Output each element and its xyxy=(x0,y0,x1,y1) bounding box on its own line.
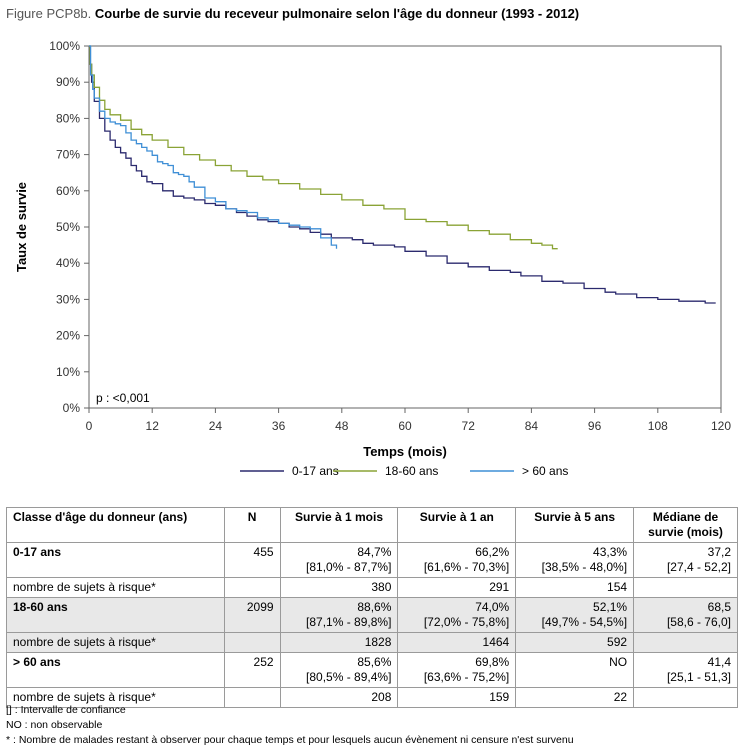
empty-cell xyxy=(633,632,738,653)
at-risk-label: nombre de sujets à risque* xyxy=(6,577,225,598)
figure-title-text: Courbe de survie du receveur pulmonaire … xyxy=(94,6,580,21)
group-label: 18-60 ans xyxy=(6,597,225,633)
col-header-median: Médiane de survie (mois) xyxy=(633,507,738,543)
group-label: > 60 ans xyxy=(6,652,225,688)
x-tick-label: 72 xyxy=(462,419,476,433)
empty-cell xyxy=(223,632,281,653)
table-row: 18-60 ans 2099 88,6% [87,1% - 89,8%] 74,0… xyxy=(6,597,738,633)
group-n: 2099 xyxy=(223,597,281,633)
col-header-survival-1m: Survie à 1 mois xyxy=(279,507,399,543)
at-risk-5y: 154 xyxy=(515,577,635,598)
y-tick-label: 50% xyxy=(56,220,80,234)
figure-title: Figure PCP8b. Courbe de survie du receve… xyxy=(6,6,579,21)
footnotes: [] : Intervalle de confiance NO : non ob… xyxy=(6,703,574,748)
survival-1y-cell: 74,0% [72,0% - 75,8%] xyxy=(397,597,517,633)
survival-5y-cell: 52,1% [49,7% - 54,5%] xyxy=(515,597,635,633)
at-risk-1m: 380 xyxy=(279,577,399,598)
x-tick-label: 120 xyxy=(711,419,731,433)
table-row-at-risk: nombre de sujets à risque* 380 291 154 xyxy=(6,577,738,598)
survival-1y-cell: 69,8% [63,6% - 75,2%] xyxy=(397,652,517,688)
median-cell: 41,4 [25,1 - 51,3] xyxy=(633,652,738,688)
footnote-at-risk: * : Nombre de malades restant à observer… xyxy=(6,734,574,746)
x-tick-label: 12 xyxy=(146,419,160,433)
survival-1m-cell: 84,7% [81,0% - 87,7%] xyxy=(279,542,399,578)
x-tick-label: 36 xyxy=(272,419,286,433)
col-header-survival-5y: Survie à 5 ans xyxy=(515,507,635,543)
y-tick-label: 10% xyxy=(56,365,80,379)
median-cell: 68,5 [58,6 - 76,0] xyxy=(633,597,738,633)
summary-table: Classe d'âge du donneur (ans) N Survie à… xyxy=(6,507,738,708)
table-row: 0-17 ans 455 84,7% [81,0% - 87,7%] 66,2%[… xyxy=(6,542,738,578)
empty-cell xyxy=(633,687,738,708)
legend-label-3: > 60 ans xyxy=(522,464,568,478)
survival-1m-cell: 85,6% [80,5% - 89,4%] xyxy=(279,652,399,688)
y-tick-label: 80% xyxy=(56,111,80,125)
x-tick-label: 24 xyxy=(209,419,223,433)
survival-chart: 0% 10% 20% 30% 40% 50% 60% 70% 80% 90% 100% 0 12 24 36… xyxy=(14,39,731,478)
series-line-2 xyxy=(89,45,558,250)
plot-frame xyxy=(88,45,722,409)
group-n: 455 xyxy=(223,542,281,578)
col-header-n: N xyxy=(223,507,281,543)
y-axis-label: Taux de survie xyxy=(14,182,29,272)
legend-label-1: 0-17 ans xyxy=(292,464,339,478)
empty-cell xyxy=(223,687,281,708)
x-axis-label: Temps (mois) xyxy=(363,444,447,459)
col-header-class: Classe d'âge du donneur (ans) xyxy=(6,507,225,543)
at-risk-1y: 159 xyxy=(397,687,517,708)
at-risk-1y: 1464 xyxy=(397,632,517,653)
col-header-survival-1y: Survie à 1 an xyxy=(397,507,517,543)
x-tick-label: 48 xyxy=(335,419,349,433)
table-header-row: Classe d'âge du donneur (ans) N Survie à… xyxy=(6,507,738,543)
x-tick-label: 0 xyxy=(86,419,93,433)
y-tick-label: 60% xyxy=(56,184,80,198)
survival-1m-cell: 88,6% [87,1% - 89,8%] xyxy=(279,597,399,633)
at-risk-1m: 1828 xyxy=(279,632,399,653)
figure-prefix: Figure PCP8b. xyxy=(6,6,92,21)
survival-5y-cell: NO xyxy=(515,652,635,688)
at-risk-5y: 592 xyxy=(515,632,635,653)
survival-1y-cell: 66,2% [61,6% - 70,3%] xyxy=(397,542,517,578)
y-tick-label: 70% xyxy=(56,148,80,162)
y-tick-label: 0% xyxy=(63,401,81,415)
group-label: 0-17 ans xyxy=(6,542,225,578)
y-tick-label: 90% xyxy=(56,75,80,89)
median-cell: 37,2 [27,4 - 52,2] xyxy=(633,542,738,578)
y-tick-label: 30% xyxy=(56,292,80,306)
y-tick-label: 20% xyxy=(56,329,80,343)
table-row-at-risk: nombre de sujets à risque* 1828 1464 592 xyxy=(6,632,738,653)
survival-5y-cell: 43,3% [38,5% - 48,0%] xyxy=(515,542,635,578)
series-line-3 xyxy=(89,45,338,249)
footnote-ci: [] : Intervalle de confiance xyxy=(6,704,126,716)
y-tick-label: 40% xyxy=(56,256,80,270)
legend-label-2: 18-60 ans xyxy=(385,464,438,478)
table-row-at-risk: nombre de sujets à risque* 208 159 22 xyxy=(6,687,738,708)
empty-cell xyxy=(223,577,281,598)
p-value-annotation: p : <0,001 xyxy=(96,391,150,405)
at-risk-1y: 291 xyxy=(397,577,517,598)
at-risk-label: nombre de sujets à risque* xyxy=(6,632,225,653)
at-risk-1m: 208 xyxy=(279,687,399,708)
x-tick-label: 96 xyxy=(588,419,602,433)
table-row: > 60 ans 252 85,6% [80,5% - 89,4%] 69,8%[… xyxy=(6,652,738,688)
at-risk-label: nombre de sujets à risque* xyxy=(6,687,225,708)
y-tick-label: 100% xyxy=(49,39,80,53)
group-n: 252 xyxy=(223,652,281,688)
x-tick-label: 108 xyxy=(648,419,668,433)
footnote-no: NO : non observable xyxy=(6,719,103,731)
x-tick-label: 60 xyxy=(398,419,412,433)
empty-cell xyxy=(633,577,738,598)
x-tick-label: 84 xyxy=(525,419,539,433)
